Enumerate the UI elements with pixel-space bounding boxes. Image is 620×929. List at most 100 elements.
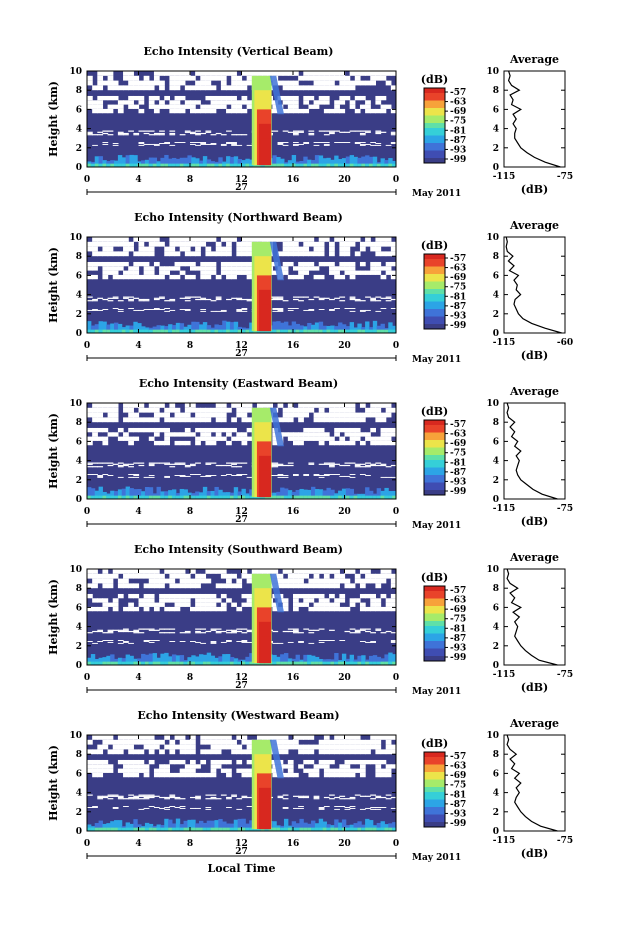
no-echo-cell: [287, 246, 294, 252]
colorbar-tick-label: -69: [450, 771, 466, 781]
no-echo-cell: [138, 462, 145, 464]
no-echo-cell: [179, 602, 186, 607]
no-echo-cell: [174, 80, 181, 86]
no-echo-cell: [323, 578, 330, 584]
no-echo-cell: [123, 432, 129, 437]
boundary-layer-cell: [326, 329, 331, 333]
no-echo-cell: [318, 476, 325, 478]
no-echo-cell: [102, 108, 109, 114]
no-echo-cell: [241, 403, 248, 408]
no-echo-cell: [390, 573, 397, 579]
no-echo-cell: [334, 569, 340, 574]
no-echo-cell: [313, 573, 320, 579]
boundary-layer-cell: [171, 489, 177, 499]
no-echo-cell: [293, 274, 299, 280]
no-echo-cell: [169, 432, 176, 437]
no-echo-cell: [190, 132, 196, 135]
no-echo-cell: [313, 583, 320, 589]
no-echo-cell: [354, 298, 361, 301]
no-echo-cell: [349, 739, 356, 745]
boundary-layer-cell: [222, 163, 227, 167]
no-echo-cell: [200, 75, 207, 81]
no-echo-cell: [282, 569, 289, 574]
no-echo-cell: [164, 266, 170, 271]
profile-x-label: (dB): [521, 183, 548, 196]
x-tick-label: 16: [287, 839, 300, 849]
no-echo-cell: [97, 475, 104, 476]
boundary-layer-cell: [392, 654, 397, 665]
boundary-layer-cell: [357, 163, 362, 167]
x-tick-label: 12: [235, 341, 248, 351]
no-echo-cell: [117, 85, 124, 91]
no-echo-cell: [184, 440, 191, 446]
no-echo-cell: [210, 796, 217, 799]
no-echo-cell: [148, 602, 155, 607]
no-echo-cell: [159, 578, 165, 584]
no-echo-cell: [303, 628, 310, 630]
no-echo-cell: [277, 744, 284, 750]
no-echo-cell: [195, 798, 201, 800]
no-echo-cell: [323, 403, 330, 408]
no-echo-cell: [293, 606, 299, 612]
no-echo-cell: [370, 735, 376, 740]
boundary-layer-cell: [226, 156, 231, 167]
no-echo-cell: [97, 768, 104, 773]
no-echo-cell: [298, 403, 304, 408]
no-echo-cell: [112, 744, 119, 750]
no-echo-cell: [375, 100, 382, 105]
no-echo-cell: [107, 407, 114, 413]
no-echo-cell: [241, 593, 248, 599]
no-echo-cell: [112, 432, 119, 437]
boundary-layer-cell: [368, 495, 374, 499]
no-echo-cell: [215, 735, 222, 740]
no-echo-cell: [390, 432, 397, 437]
no-echo-cell: [303, 474, 310, 475]
no-echo-cell: [359, 95, 366, 101]
no-echo-cell: [123, 798, 129, 800]
no-echo-cell: [226, 427, 232, 433]
no-echo-cell: [236, 80, 243, 86]
no-echo-cell: [323, 602, 330, 607]
no-echo-cell: [226, 641, 232, 642]
no-echo-cell: [293, 298, 299, 301]
no-echo-cell: [205, 739, 212, 745]
no-echo-cell: [138, 130, 145, 132]
no-echo-cell: [354, 427, 361, 433]
no-echo-cell: [354, 95, 361, 101]
no-echo-cell: [179, 412, 186, 418]
boundary-layer-cell: [117, 495, 123, 499]
boundary-layer-cell: [345, 488, 351, 499]
no-echo-cell: [215, 407, 222, 413]
no-echo-cell: [318, 739, 325, 745]
no-echo-cell: [339, 417, 346, 423]
no-echo-cell: [179, 598, 186, 603]
boundary-layer-cell: [326, 824, 331, 831]
boundary-layer-cell: [314, 489, 320, 499]
no-echo-cell: [339, 95, 346, 101]
no-echo-cell: [148, 407, 155, 413]
boundary-layer-cell: [133, 819, 138, 831]
no-echo-cell: [153, 95, 160, 101]
boundary-layer-cell: [106, 827, 111, 831]
no-echo-cell: [200, 602, 207, 607]
no-echo-cell: [226, 772, 232, 778]
no-echo-cell: [179, 440, 186, 446]
no-echo-cell: [133, 768, 140, 773]
no-echo-cell: [220, 100, 227, 105]
no-echo-cell: [123, 463, 129, 465]
boundary-layer-cell: [214, 827, 219, 831]
boundary-layer-cell: [334, 495, 339, 499]
no-echo-cell: [329, 772, 335, 778]
boundary-layer-cell: [318, 818, 324, 831]
boundary-layer-cell: [280, 495, 285, 499]
boundary-layer-cell: [175, 158, 181, 167]
no-echo-cell: [97, 466, 104, 468]
no-echo-cell: [323, 108, 330, 114]
no-echo-cell: [308, 593, 315, 599]
x-axis-label: Local Time: [208, 862, 276, 875]
boundary-layer-cell: [156, 329, 161, 333]
heatmap: [87, 403, 397, 499]
month-label: May 2011: [412, 687, 461, 697]
no-echo-cell: [184, 237, 191, 242]
no-echo-cell: [87, 569, 93, 574]
